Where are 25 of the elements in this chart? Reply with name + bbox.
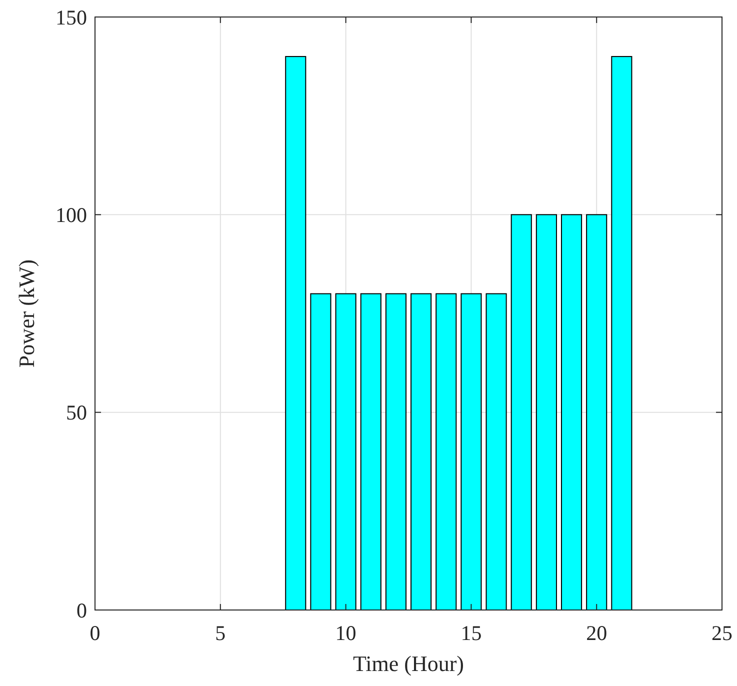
bar [586, 214, 608, 610]
bar [436, 293, 457, 610]
x-tick-label: 25 [712, 621, 732, 645]
y-tick-label: 50 [66, 400, 87, 425]
y-tick-label: 100 [56, 203, 87, 228]
x-tick-label: 5 [215, 621, 226, 645]
y-tick-label: 0 [76, 598, 87, 622]
bar [486, 293, 507, 610]
bar [335, 293, 356, 610]
y-axis-title: Power (kW) [14, 259, 39, 368]
bar [285, 56, 306, 610]
y-tick-label: 150 [56, 5, 87, 30]
bar [385, 293, 406, 610]
bar [536, 214, 557, 610]
bar [310, 293, 332, 610]
bar [360, 293, 382, 610]
x-axis-title: Time (Hour) [352, 651, 464, 676]
bar [510, 214, 532, 610]
bar [410, 293, 432, 610]
bar [611, 56, 632, 610]
x-tick-label: 10 [335, 621, 356, 645]
bar [560, 214, 582, 610]
bar [460, 293, 482, 610]
x-tick-label: 20 [586, 621, 608, 645]
x-tick-label: 15 [460, 621, 482, 645]
